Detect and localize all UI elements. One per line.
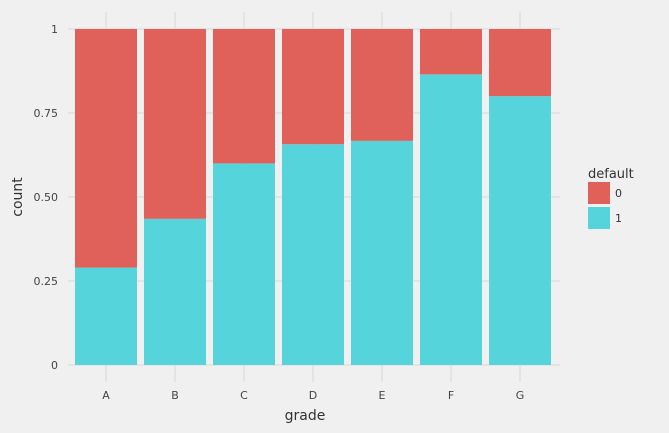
bar-D-default-0 [282, 29, 344, 145]
x-tick-label: B [171, 389, 179, 402]
x-tick-label: F [448, 389, 454, 402]
legend-key-1 [588, 207, 610, 229]
bar-G-default-1 [489, 96, 551, 365]
y-tick-label: 1 [51, 23, 58, 36]
x-tick-label: G [516, 389, 525, 402]
bar-B-default-1 [144, 218, 206, 365]
bar-F-default-0 [420, 29, 482, 75]
y-tick-label: 0.50 [34, 191, 59, 204]
legend-title: default [588, 167, 634, 182]
x-tick-label: D [309, 389, 317, 402]
legend-label-1: 1 [615, 212, 622, 225]
y-tick-labels: 0 0.25 0.50 0.75 1 [34, 23, 59, 372]
legend-key-0 [588, 182, 610, 204]
bar-C-default-1 [213, 163, 275, 365]
x-tick-label: E [379, 389, 386, 402]
legend-label-0: 0 [615, 187, 622, 200]
x-tick-label: C [240, 389, 248, 402]
x-axis-title: grade [285, 408, 326, 424]
x-tick-labels: A B C D E F G [102, 389, 524, 402]
y-tick-label: 0.75 [34, 107, 59, 120]
bars [75, 29, 551, 366]
x-tick-label: A [102, 389, 110, 402]
y-axis-title: count [10, 177, 26, 217]
y-tick-label: 0.25 [34, 275, 59, 288]
bar-C-default-0 [213, 29, 275, 164]
bar-A-default-0 [75, 29, 137, 268]
bar-A-default-1 [75, 267, 137, 365]
bar-G-default-0 [489, 29, 551, 97]
bar-D-default-1 [282, 144, 344, 365]
bar-B-default-0 [144, 29, 206, 219]
legend: default 0 1 [588, 167, 634, 229]
bar-E-default-1 [351, 140, 413, 365]
y-tick-label: 0 [51, 359, 58, 372]
bar-F-default-1 [420, 74, 482, 366]
bar-E-default-0 [351, 29, 413, 141]
